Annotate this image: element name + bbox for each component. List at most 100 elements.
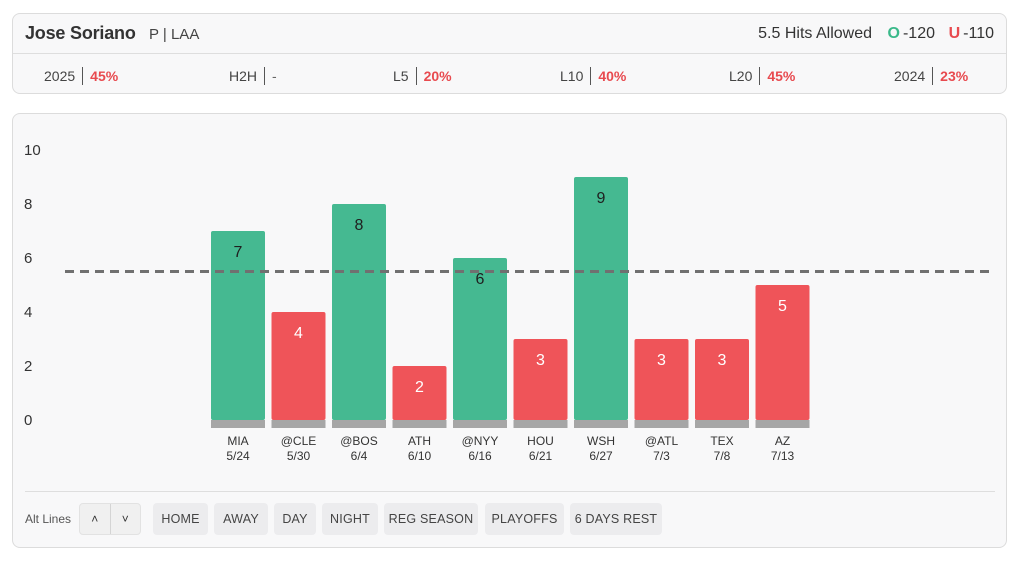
x-tick-date: 6/16 <box>468 449 492 463</box>
y-tick-label: 0 <box>24 412 32 429</box>
bar-base <box>574 420 628 428</box>
stat-separator <box>759 67 761 85</box>
stat-value: 20% <box>423 68 452 84</box>
bar-mia <box>211 231 265 420</box>
x-tick-opponent: @NYY <box>462 434 499 448</box>
y-tick-label: 10 <box>24 142 41 159</box>
filter-away-button[interactable]: AWAY <box>214 503 268 535</box>
bar-base <box>271 420 326 428</box>
x-tick-opponent: TEX <box>710 434 733 448</box>
player-header-card: Jose Soriano P | LAA 5.5 Hits Allowed O-… <box>12 13 1007 94</box>
player-position-team: P | LAA <box>149 26 200 43</box>
over-indicator-icon: O <box>887 25 900 42</box>
bar-value-label: 8 <box>355 217 364 234</box>
stat-h2h: H2H - <box>229 66 277 86</box>
stat-value: 40% <box>598 68 627 84</box>
bar-value-label: 9 <box>597 190 606 207</box>
under-indicator-icon: U <box>948 25 961 42</box>
bar-base <box>453 420 507 428</box>
stat-l10: L10 40% <box>560 66 626 86</box>
under-odds-value: -110 <box>963 25 994 42</box>
bar-wsh <box>574 177 628 420</box>
over-odds-value: -120 <box>902 25 935 42</box>
x-tick-date: 6/21 <box>529 449 553 463</box>
x-tick-opponent: AZ <box>775 434 790 448</box>
bar-az <box>755 285 810 420</box>
bar-value-label: 3 <box>657 352 666 369</box>
stat-value: 45% <box>767 68 796 84</box>
stat-label: L10 <box>560 68 584 84</box>
stat-separator <box>82 67 84 85</box>
y-tick-label: 8 <box>24 196 32 213</box>
bar-value-label: 3 <box>536 352 545 369</box>
x-tick-opponent: HOU <box>527 434 554 448</box>
bar-base <box>513 420 568 428</box>
x-tick-date: 7/8 <box>714 449 731 463</box>
filter-reg-season-button[interactable]: REG SEASON <box>384 503 478 535</box>
chart-card: 0 2 4 6 8 10 7 MIA 5/24 4 @CLE 5/30 8 @BOS 6/4 2 ATH 6/10… <box>12 113 1007 548</box>
bar-at-nyy <box>453 258 507 420</box>
alt-lines-label: Alt Lines <box>25 512 72 526</box>
stat-2025: 2025 45% <box>44 66 118 86</box>
over-odds[interactable]: O -120 <box>888 25 935 43</box>
under-odds[interactable]: U -110 <box>949 25 994 43</box>
x-tick-opponent: WSH <box>587 434 615 448</box>
x-tick-date: 7/13 <box>771 449 795 463</box>
bar-base <box>392 420 447 428</box>
alt-line-up-button[interactable]: ˄ <box>80 504 110 534</box>
stat-separator <box>264 67 266 85</box>
filter-6-days-rest-button[interactable]: 6 DAYS REST <box>570 503 662 535</box>
x-tick-opponent: @BOS <box>340 434 378 448</box>
x-tick-date: 5/24 <box>226 449 250 463</box>
x-tick-date: 6/10 <box>408 449 432 463</box>
prop-line: 5.5 Hits Allowed <box>758 25 872 42</box>
y-tick-label: 2 <box>24 358 32 375</box>
filter-night-button[interactable]: NIGHT <box>322 503 378 535</box>
bar-value-label: 6 <box>476 271 485 288</box>
x-tick-opponent: MIA <box>227 434 248 448</box>
stat-l5: L5 20% <box>393 66 452 86</box>
bar-value-label: 3 <box>718 352 727 369</box>
bar-at-bos <box>332 204 386 420</box>
chevron-up-icon: ˄ <box>91 512 99 526</box>
filter-home-button[interactable]: HOME <box>153 503 208 535</box>
stat-2024: 2024 23% <box>894 66 968 86</box>
bar-at-atl <box>634 339 689 420</box>
y-tick-label: 6 <box>24 250 32 267</box>
bar-base <box>634 420 689 428</box>
x-tick-opponent: @CLE <box>281 434 317 448</box>
x-tick-opponent: ATH <box>408 434 431 448</box>
stat-label: 2025 <box>44 68 76 84</box>
stat-value: 45% <box>90 68 119 84</box>
stat-label: L5 <box>393 68 409 84</box>
bar-tex <box>695 339 749 420</box>
y-tick-label: 4 <box>24 304 32 321</box>
bar-value-label: 5 <box>778 298 787 315</box>
stat-separator <box>590 67 592 85</box>
x-tick-date: 7/3 <box>653 449 670 463</box>
stat-label: 2024 <box>894 68 926 84</box>
stat-l20: L20 45% <box>729 66 795 86</box>
bar-at-cle <box>271 312 326 420</box>
bar-base <box>332 420 386 428</box>
header-top-row: Jose Soriano P | LAA 5.5 Hits Allowed O-… <box>13 14 1006 54</box>
x-tick-date: 6/27 <box>589 449 613 463</box>
bar-value-label: 7 <box>234 244 243 261</box>
filter-playoffs-button[interactable]: PLAYOFFS <box>485 503 564 535</box>
bar-ath <box>392 366 447 420</box>
player-name[interactable]: Jose Soriano <box>25 23 136 43</box>
bar-base <box>695 420 749 428</box>
alt-line-down-button[interactable]: ˅ <box>109 504 141 534</box>
x-tick-date: 6/4 <box>351 449 368 463</box>
bar-base <box>211 420 265 428</box>
x-tick-opponent: @ATL <box>645 434 679 448</box>
alt-lines-stepper: ˄ ˅ <box>79 503 141 535</box>
filter-day-button[interactable]: DAY <box>274 503 316 535</box>
bar-value-label: 2 <box>415 379 424 396</box>
stat-label: L20 <box>729 68 753 84</box>
stat-value: 23% <box>940 68 969 84</box>
stat-value: - <box>272 68 277 84</box>
stat-label: H2H <box>229 68 258 84</box>
stat-separator <box>415 67 417 85</box>
